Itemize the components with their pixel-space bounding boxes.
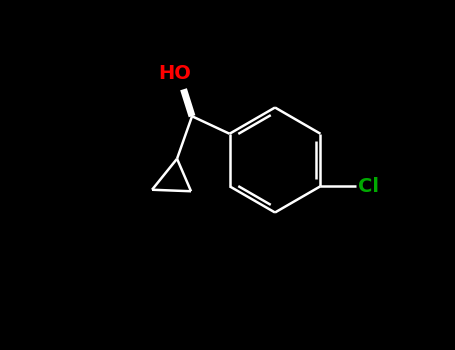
- Text: Cl: Cl: [359, 177, 379, 196]
- Text: HO: HO: [158, 64, 191, 83]
